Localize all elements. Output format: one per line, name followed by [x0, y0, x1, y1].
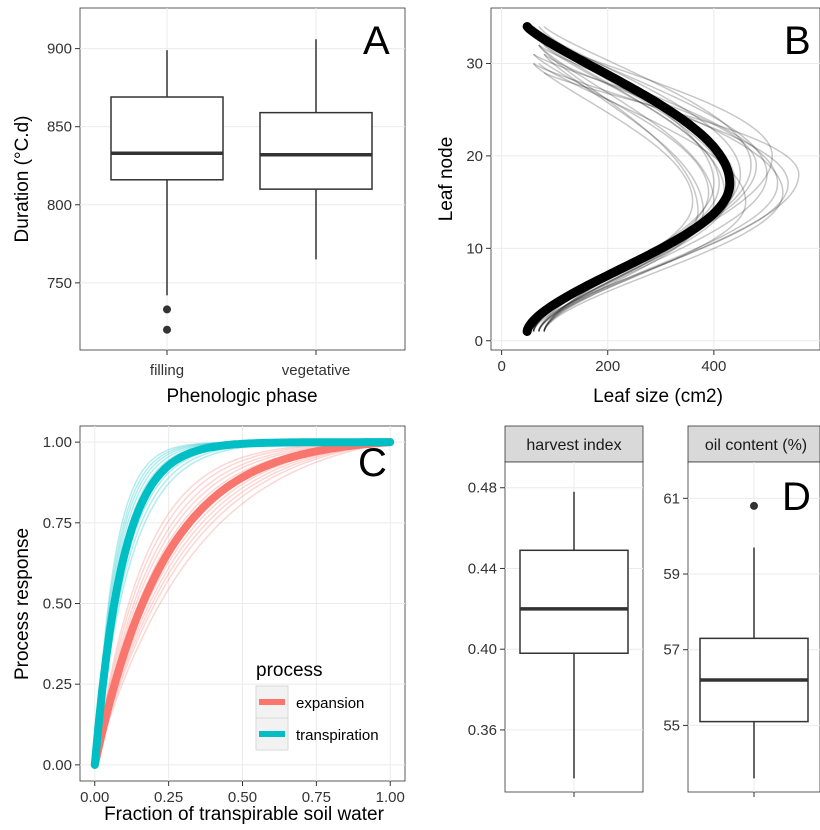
panel-letter-d: D — [782, 475, 811, 519]
panel-a-box-filling-outlier — [163, 305, 171, 314]
panel-b-individual-curve — [543, 35, 768, 332]
panel-d-facet-harvest-index-box — [519, 549, 629, 654]
panel-d: harvest index oil content (%) 0.36 0.40 0.… — [468, 425, 820, 797]
panel-c-x-tick-label: 0.25 — [154, 789, 183, 806]
panel-a-box-filling-box — [110, 96, 224, 181]
panel-b-y-tick-label: 10 — [466, 240, 483, 257]
panel-letter-b: B — [784, 19, 811, 63]
panel-b-x-tick-label: 400 — [701, 358, 726, 375]
panel-b-mean-curve — [522, 22, 735, 336]
panel-c: 0.00 0.25 0.50 0.75 1.00 0.00 0.25 0.50 0.75 1.00… — [12, 425, 406, 825]
panel-d-facet-oil-content-y-tick-label: 55 — [663, 717, 680, 734]
panel-d-facet-oil-content-y-tick-label: 59 — [663, 566, 680, 583]
panel-c-x-tick-label: 1.00 — [376, 789, 405, 806]
panel-b-y-tick-label: 30 — [466, 55, 483, 72]
panel-d-facet-harvest-index-y-tick-label: 0.40 — [468, 641, 497, 658]
panel-a-x-tick-label-vegetative: vegetative — [282, 362, 350, 379]
panel-b-x-tick-label: 0 — [497, 358, 505, 375]
panel-b-y-tick-label: 20 — [466, 148, 483, 165]
legend-label-expansion: expansion — [296, 695, 364, 712]
panel-d-facet-harvest-index-y-tick-label: 0.36 — [468, 722, 497, 739]
panel-b-x-tick-label: 200 — [595, 358, 620, 375]
panel-b-individual-curve — [543, 72, 800, 332]
panel-b-ylabel: Leaf node — [436, 137, 457, 222]
panel-b-individual-curve — [538, 44, 715, 332]
panel-c-x-tick-label: 0.50 — [228, 789, 257, 806]
panel-c-x-tick-label: 0.75 — [302, 789, 331, 806]
panel-c-mean-expansion — [90, 438, 395, 769]
panel-b-individual-curve — [538, 62, 747, 332]
panel-d-facet-oil-content-outlier — [750, 501, 758, 510]
panel-b-plot-area — [490, 7, 820, 351]
panel-b-individual-curve — [543, 53, 705, 332]
panel-c-xlabel: Fraction of transpirable soil water — [104, 804, 385, 825]
panel-letter-c: C — [358, 441, 387, 485]
panel-c-x-tick-label: 0.00 — [80, 789, 109, 806]
strip-label-oil-content: oil content (%) — [705, 437, 807, 454]
panel-a-y-tick-label: 800 — [47, 197, 72, 214]
legend-label-transpiration: transpiration — [296, 727, 379, 744]
panel-d-facet-oil-content-y-tick-label: 61 — [663, 490, 680, 507]
panel-a-y-tick-label: 750 — [47, 275, 72, 292]
panel-d-facet-oil-content-y-tick-label: 57 — [663, 642, 680, 659]
panel-c-y-tick-label: 0.00 — [43, 757, 72, 774]
panel-a-ylabel: Duration (°C.d) — [12, 116, 33, 243]
panel-c-y-tick-label: 1.00 — [43, 434, 72, 451]
legend: process expansion transpiration — [255, 660, 379, 751]
panel-a-xlabel: Phenologic phase — [166, 386, 317, 407]
panel-b-xlabel: Leaf size (cm2) — [593, 386, 723, 407]
panel-c-individual-expansion — [94, 441, 391, 766]
panel-c-y-tick-label: 0.25 — [43, 676, 72, 693]
strip-label-harvest-index: harvest index — [526, 437, 621, 454]
panel-c-ylabel: Process response — [12, 528, 33, 680]
panel-letter-a: A — [363, 19, 390, 63]
panel-b: 0 10 20 30 0 200 400 Leaf size (cm2) Leaf node… — [436, 7, 820, 407]
legend-title: process — [256, 660, 323, 681]
panel-d-facet-harvest-index-y-tick-label: 0.44 — [468, 560, 497, 577]
panel-a-x-tick-label-filling: filling — [150, 362, 184, 379]
panel-a-box-vegetative-box — [259, 111, 373, 190]
panel-c-y-tick-label: 0.50 — [43, 596, 72, 613]
panel-c-individual-expansion — [94, 441, 391, 766]
panel-a-box-filling-outlier — [163, 325, 171, 334]
panel-d-facet-harvest-index-y-tick-label: 0.48 — [468, 480, 497, 497]
panel-a: 750 800 850 900 filling vegetative Phenologic… — [12, 7, 406, 407]
panel-a-y-tick-label: 900 — [47, 41, 72, 58]
panel-c-y-tick-label: 0.75 — [43, 515, 72, 532]
panel-c-mean-transpiration — [90, 438, 395, 769]
panel-b-y-tick-label: 0 — [475, 333, 483, 350]
panel-b-individual-curve — [538, 44, 699, 332]
panel-a-y-tick-label: 850 — [47, 119, 72, 136]
